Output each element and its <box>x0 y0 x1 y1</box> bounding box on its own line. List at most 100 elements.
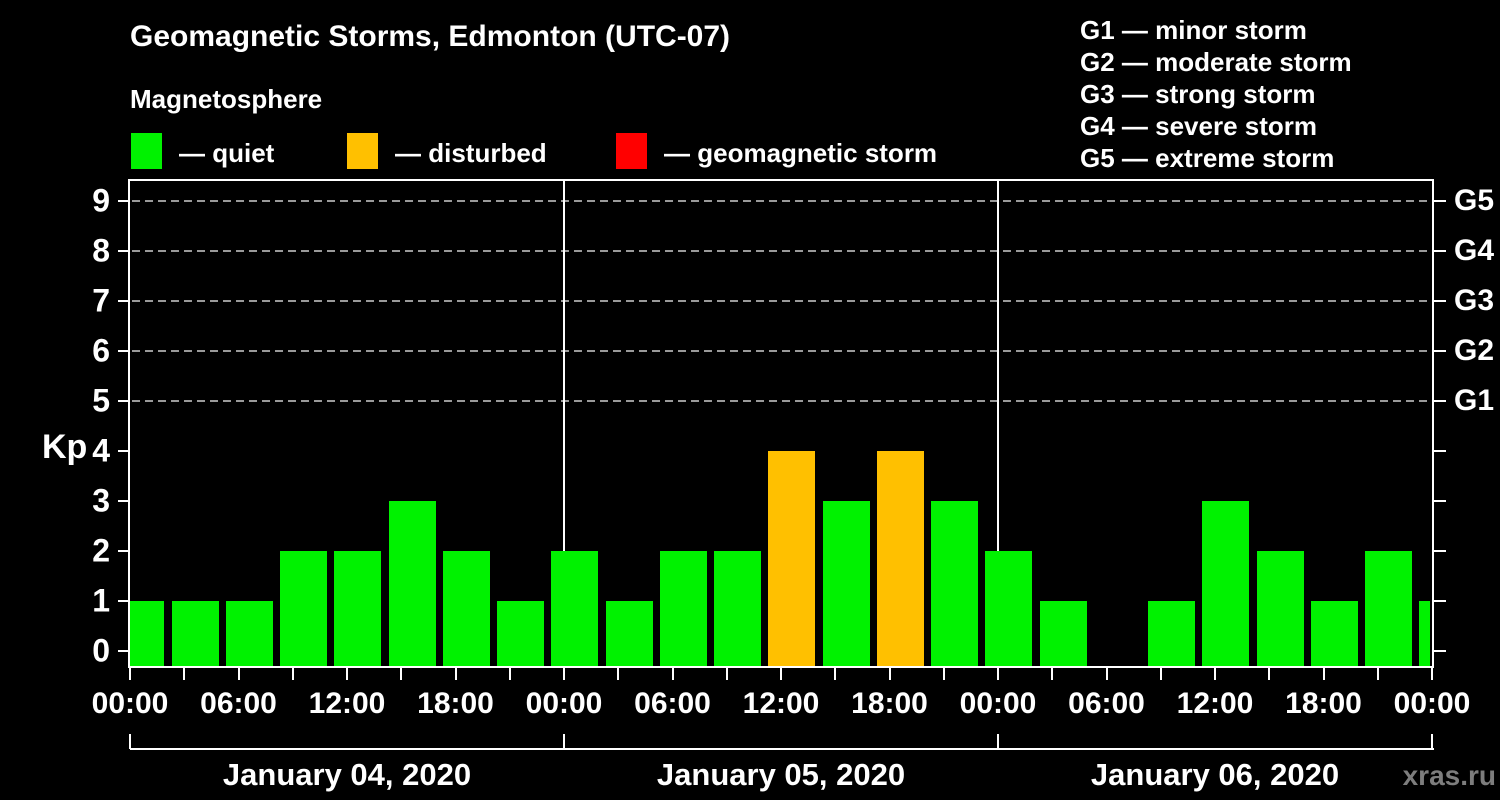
plot-frame-left <box>128 179 130 668</box>
day-separator-tick <box>129 734 131 749</box>
x-tick <box>508 668 511 680</box>
kp-bar <box>1256 551 1304 666</box>
kp-bar <box>605 601 653 666</box>
day-separator-tick <box>1431 734 1433 749</box>
x-tick-label: 12:00 <box>308 687 386 720</box>
watermark-link[interactable]: xras.ru <box>1402 760 1496 791</box>
kp-bar <box>442 551 490 666</box>
x-tick <box>400 668 403 680</box>
x-tick <box>725 668 728 680</box>
kp-bar <box>876 451 924 666</box>
kp-bar <box>659 551 707 666</box>
y-tick-right <box>1434 550 1446 552</box>
gridline <box>132 200 1432 202</box>
y-tick-label: 6 <box>92 332 110 369</box>
kp-bar <box>334 551 382 666</box>
y-tick <box>118 300 130 302</box>
kp-bar <box>985 551 1033 666</box>
y-tick-label: 3 <box>92 482 110 519</box>
kp-bar <box>714 551 762 666</box>
right-axis-label: G5 <box>1454 184 1495 217</box>
x-tick <box>834 668 837 680</box>
x-tick <box>888 668 891 680</box>
storm-scale-item-g1: G1 — minor storm <box>1080 15 1307 45</box>
gridline <box>132 400 1432 402</box>
y-tick-right <box>1434 400 1446 402</box>
y-tick <box>118 400 130 402</box>
y-tick-label: 0 <box>92 632 110 669</box>
y-tick <box>118 650 130 652</box>
x-tick-label: 18:00 <box>1285 687 1362 720</box>
y-tick-right <box>1434 600 1446 602</box>
date-label: January 04, 2020 <box>222 757 472 792</box>
x-tick-label: 12:00 <box>742 687 820 720</box>
y-tick-label: 4 <box>92 432 110 469</box>
x-tick <box>563 668 565 680</box>
x-tick <box>346 668 348 680</box>
x-tick <box>1051 668 1054 680</box>
storm-scale-item-g3: G3 — strong storm <box>1080 79 1316 109</box>
x-tick <box>942 668 945 680</box>
kp-bar <box>1419 601 1430 666</box>
kp-bar <box>1365 551 1413 666</box>
date-label: January 06, 2020 <box>1090 757 1340 792</box>
x-tick-label: 00:00 <box>959 687 1037 720</box>
y-tick-right <box>1434 250 1446 252</box>
x-tick-label: 00:00 <box>91 687 169 720</box>
kp-bar <box>280 551 328 666</box>
y-tick <box>118 350 130 352</box>
y-tick-right <box>1434 450 1446 452</box>
x-tick <box>1159 668 1162 680</box>
storm-scale-item-g2: G2 — moderate storm <box>1080 47 1352 77</box>
y-tick-label: 9 <box>92 182 110 219</box>
day-separator-line <box>130 748 1434 750</box>
kp-bar <box>1148 601 1196 666</box>
y-tick-right <box>1434 650 1446 652</box>
legend-swatch-disturbed <box>347 133 378 169</box>
y-tick-right <box>1434 300 1446 302</box>
kp-bar <box>225 601 273 666</box>
x-tick <box>780 668 782 680</box>
kp-bar <box>1202 501 1250 666</box>
kp-bar <box>768 451 816 666</box>
gridline <box>132 350 1432 352</box>
x-tick <box>1105 668 1108 680</box>
right-axis-label: G4 <box>1454 234 1495 267</box>
date-label: January 05, 2020 <box>656 757 906 792</box>
plot-frame-right <box>1432 179 1434 668</box>
day-boundary-line <box>997 181 999 666</box>
storm-scale-item-g5: G5 — extreme storm <box>1080 143 1335 173</box>
x-tick-label: 18:00 <box>851 687 928 720</box>
x-tick <box>1214 668 1216 680</box>
x-tick-label: 06:00 <box>200 687 277 720</box>
gridline <box>132 300 1432 302</box>
x-tick <box>1376 668 1379 680</box>
legend-label-quiet: — quiet <box>179 138 275 168</box>
x-tick-label: 00:00 <box>525 687 603 720</box>
gridline <box>132 250 1432 252</box>
right-axis-label: G3 <box>1454 284 1495 317</box>
plot-frame-top <box>128 179 1434 181</box>
y-tick <box>118 500 130 502</box>
x-tick <box>237 668 240 680</box>
y-tick <box>118 600 130 602</box>
y-tick <box>118 250 130 252</box>
plot-frame-bottom <box>128 666 1434 668</box>
y-tick-label: 1 <box>92 582 110 619</box>
y-tick-label: 7 <box>92 282 110 319</box>
kp-bar <box>497 601 545 666</box>
y-tick-right <box>1434 500 1446 502</box>
x-tick <box>454 668 457 680</box>
x-tick <box>1322 668 1325 680</box>
x-tick-label: 18:00 <box>417 687 494 720</box>
kp-bar <box>1039 601 1087 666</box>
page-title: Geomagnetic Storms, Edmonton (UTC-07) <box>130 20 731 53</box>
kp-bar <box>130 601 165 666</box>
y-tick <box>118 550 130 552</box>
legend-label-storm: — geomagnetic storm <box>664 138 938 168</box>
x-tick <box>997 668 999 680</box>
y-tick <box>118 200 130 202</box>
kp-bar <box>388 501 436 666</box>
kp-bar <box>931 501 979 666</box>
